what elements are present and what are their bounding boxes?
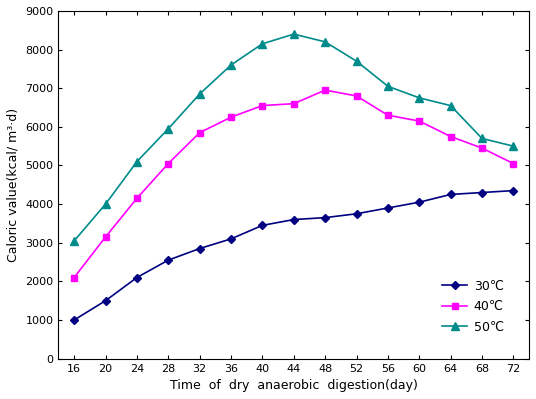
- 30℃: [416, 200, 422, 205]
- X-axis label: Time  of  dry  anaerobic  digestion(day): Time of dry anaerobic digestion(day): [170, 379, 418, 392]
- 30℃: [228, 237, 234, 241]
- Y-axis label: Caloric value(kcal/ m³·d): Caloric value(kcal/ m³·d): [7, 108, 20, 262]
- 40℃: [510, 161, 517, 166]
- 30℃: [165, 258, 172, 263]
- 30℃: [448, 192, 454, 197]
- 50℃: [259, 41, 266, 46]
- 50℃: [291, 32, 297, 37]
- 50℃: [71, 239, 77, 243]
- 40℃: [259, 103, 266, 108]
- Line: 30℃: 30℃: [71, 188, 516, 323]
- 50℃: [416, 95, 422, 100]
- 30℃: [196, 246, 203, 251]
- 50℃: [448, 103, 454, 108]
- 30℃: [479, 190, 485, 195]
- 30℃: [102, 298, 109, 303]
- 30℃: [259, 223, 266, 228]
- Line: 50℃: 50℃: [70, 30, 518, 245]
- 50℃: [228, 63, 234, 67]
- 30℃: [291, 217, 297, 222]
- 40℃: [165, 161, 172, 166]
- 50℃: [510, 144, 517, 148]
- 40℃: [71, 275, 77, 280]
- 50℃: [165, 126, 172, 131]
- 40℃: [385, 113, 391, 118]
- 50℃: [196, 92, 203, 97]
- 40℃: [196, 130, 203, 135]
- 50℃: [385, 84, 391, 89]
- 50℃: [479, 136, 485, 141]
- Line: 40℃: 40℃: [71, 87, 517, 281]
- 40℃: [133, 196, 140, 201]
- 50℃: [353, 59, 360, 63]
- 50℃: [102, 202, 109, 207]
- 40℃: [353, 93, 360, 98]
- 40℃: [322, 88, 329, 93]
- Legend: 30℃, 40℃, 50℃: 30℃, 40℃, 50℃: [437, 275, 509, 338]
- 40℃: [102, 235, 109, 239]
- 30℃: [322, 215, 329, 220]
- 40℃: [448, 134, 454, 139]
- 50℃: [322, 40, 329, 44]
- 50℃: [133, 159, 140, 164]
- 40℃: [228, 115, 234, 120]
- 40℃: [416, 119, 422, 123]
- 30℃: [385, 205, 391, 210]
- 30℃: [71, 318, 77, 322]
- 30℃: [510, 188, 517, 193]
- 40℃: [479, 146, 485, 150]
- 40℃: [291, 101, 297, 106]
- 30℃: [353, 211, 360, 216]
- 30℃: [133, 275, 140, 280]
